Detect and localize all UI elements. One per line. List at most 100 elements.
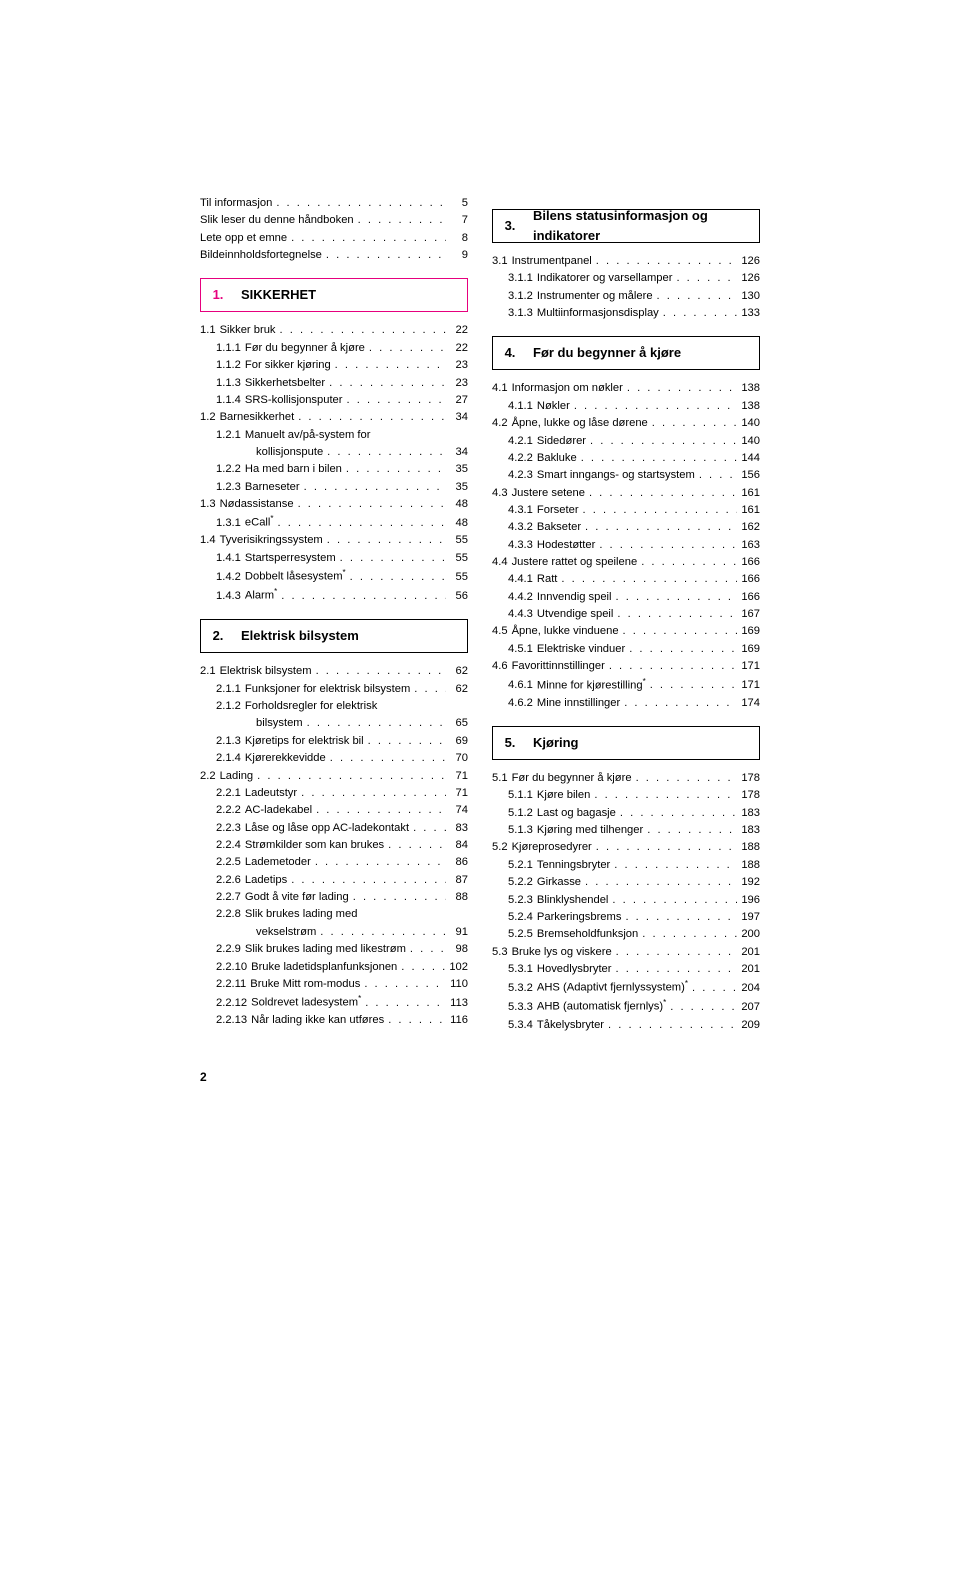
toc-entry-page: 71 (446, 785, 468, 802)
toc-leader-dots (657, 288, 738, 305)
toc-entry: 2.1.1Funksjoner for elektrisk bilsystem6… (200, 681, 468, 698)
toc-entry: 1.2.2Ha med barn i bilen35 (200, 461, 468, 478)
toc-entry-title: Justere rattet og speilene (512, 554, 642, 571)
toc-entry: 1.4.2Dobbelt låsesystem*55 (200, 567, 468, 586)
toc-entry-title: Indikatorer og varsellamper (537, 270, 677, 287)
toc-entry-page: 166 (737, 554, 760, 571)
toc-entry-title: Bildeinnholdsfortegnelse (200, 247, 326, 264)
toc-entry-title: Elektrisk bilsystem (220, 663, 316, 680)
toc-entry: 4.5Åpne, lukke vinduene169 (492, 623, 760, 640)
toc-entry: 1.3Nødassistanse48 (200, 496, 468, 513)
toc-entry-number: 5.3.4 (508, 1017, 537, 1034)
toc-entry-title: kollisjonspute (256, 444, 327, 461)
toc-entry-page: 113 (446, 995, 468, 1012)
chapter-title: Før du begynner å kjøre (527, 337, 759, 369)
toc-entry-number: 2.2.5 (216, 854, 245, 871)
toc-leader-dots (358, 212, 446, 229)
toc-leader-dots (280, 322, 446, 339)
toc-entry-page: 86 (446, 854, 468, 871)
toc-entry-title: Ha med barn i bilen (245, 461, 346, 478)
toc-entry-title: Manuelt av/på-system for (245, 427, 375, 444)
toc-entry-page: 138 (737, 398, 760, 415)
toc-entry: 4.4.2Innvendig speil166 (492, 589, 760, 606)
toc-entry-title: Lademetoder (245, 854, 315, 871)
toc-entry-number: 1.3.1 (216, 515, 245, 532)
toc-entry-title: Soldrevet ladesystem* (251, 993, 365, 1012)
toc-leader-dots (583, 502, 738, 519)
toc-entry: 4.2Åpne, lukke og låse dørene140 (492, 415, 760, 432)
toc-entry-title: Nøkler (537, 398, 574, 415)
toc-entry-number: 2.2.10 (216, 959, 251, 976)
toc-entry: 5.2.3Blinklyshendel196 (492, 892, 760, 909)
toc-entry-title: Bruke lys og viskere (512, 944, 616, 961)
toc-entry: 4.4.3Utvendige speil167 (492, 606, 760, 623)
toc-entry: 2.1.3Kjøretips for elektrisk bil69 (200, 733, 468, 750)
toc-leader-dots (612, 892, 737, 909)
toc-entry-page: 140 (737, 433, 760, 450)
toc-entry: 3.1.2Instrumenter og målere130 (492, 288, 760, 305)
toc-entry-number: 4.5.1 (508, 641, 537, 658)
toc-entry-page: 166 (737, 571, 760, 588)
toc-entry-number: 2.2.11 (216, 976, 250, 993)
toc-entry-page: 162 (737, 519, 760, 536)
toc-entry-title: Bruke ladetidsplanfunksjonen (251, 959, 401, 976)
toc-entry: Bildeinnholdsfortegnelse9 (200, 247, 468, 264)
toc-entry-number: 5.1.2 (508, 805, 537, 822)
toc-entry-title: AHS (Adaptivt fjernlyssystem)* (537, 978, 692, 997)
toc-columns: Til informasjon5Slik leser du denne hånd… (200, 195, 760, 1034)
toc-leader-dots (368, 733, 446, 750)
toc-entry-title: Minne for kjørestilling* (537, 676, 650, 695)
toc-entry: 4.2.2Bakluke144 (492, 450, 760, 467)
toc-leader-dots (627, 380, 737, 397)
toc-leader-dots (365, 995, 446, 1012)
toc-entry: 2.2.9Slik brukes lading med likestrøm98 (200, 941, 468, 958)
toc-entry-title: Bakseter (537, 519, 585, 536)
toc-entry: 4.3.1Forseter161 (492, 502, 760, 519)
toc-entry-number: 2.2.6 (216, 872, 245, 889)
toc-entry-number: 2.1 (200, 663, 220, 680)
toc-leader-dots (581, 450, 738, 467)
toc-leader-dots (307, 715, 446, 732)
toc-entry-page: 169 (737, 623, 760, 640)
toc-entry-number: 2.2.13 (216, 1012, 251, 1029)
toc-entry-title: Lading (220, 768, 258, 785)
toc-entry: 1.2.3Barneseter35 (200, 479, 468, 496)
toc-entry: 5.3Bruke lys og viskere201 (492, 944, 760, 961)
toc-entry-title: Mine innstillinger (537, 695, 624, 712)
toc-entry-page: 167 (737, 606, 760, 623)
toc-leader-dots (608, 1017, 737, 1034)
toc-entry-title: Girkasse (537, 874, 585, 891)
toc-entry: 4.6.1Minne for kjørestilling*171 (492, 676, 760, 695)
toc-leader-dots (330, 750, 446, 767)
toc-entry-page: 74 (446, 802, 468, 819)
toc-entry-number: 1.1.2 (216, 357, 245, 374)
toc-leader-dots (636, 770, 738, 787)
toc-leader-dots (316, 802, 446, 819)
toc-entry-number: 5.2.1 (508, 857, 537, 874)
chapter-title: Elektrisk bilsystem (235, 620, 467, 652)
toc-entry-title: Nødassistanse (220, 496, 298, 513)
chapter-number: 2. (201, 620, 235, 652)
toc-entry-number: 4.4 (492, 554, 512, 571)
toc-entry-page: 23 (446, 375, 468, 392)
toc-entry-page: 27 (446, 392, 468, 409)
toc-leader-dots (278, 515, 446, 532)
toc-entry-title: For sikker kjøring (245, 357, 335, 374)
toc-entry: 1.2.1Manuelt av/på-system for (200, 427, 468, 444)
toc-entry-title: Til informasjon (200, 195, 276, 212)
toc-entry-title: Blinklyshendel (537, 892, 613, 909)
toc-entry-title: Sidedører (537, 433, 590, 450)
toc-entry-page: 84 (446, 837, 468, 854)
toc-entry: 5.1.3Kjøring med tilhenger183 (492, 822, 760, 839)
chapter-heading: 3.Bilens statusinformasjon og indikatore… (492, 209, 760, 243)
toc-entry-number: 3.1.1 (508, 270, 537, 287)
toc-leader-dots (641, 554, 737, 571)
toc-leader-dots (388, 1012, 446, 1029)
page-number: 2 (200, 1070, 207, 1084)
toc-entry: 5.2.1Tenningsbryter188 (492, 857, 760, 874)
toc-entry: 2.2.10Bruke ladetidsplanfunksjonen102 (200, 959, 468, 976)
toc-entry-title: Smart inngangs- og startsystem (537, 467, 699, 484)
toc-entry: 3.1.1Indikatorer og varsellamper126 (492, 270, 760, 287)
toc-entry-number: 4.6.2 (508, 695, 537, 712)
toc-entry-page: 34 (446, 409, 468, 426)
